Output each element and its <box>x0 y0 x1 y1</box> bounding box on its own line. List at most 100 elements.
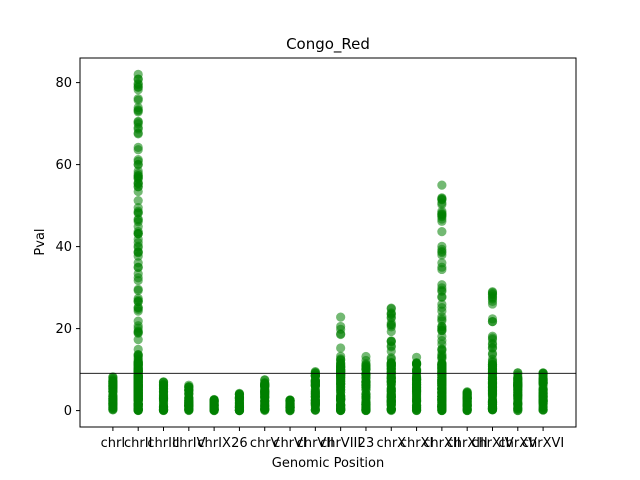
data-point <box>387 309 396 318</box>
data-point <box>437 379 446 388</box>
data-point <box>134 96 143 105</box>
data-point <box>134 229 143 238</box>
x-tick-label: 23 <box>358 436 375 451</box>
data-point <box>437 324 446 333</box>
data-point <box>311 377 320 386</box>
x-tick-label: chrI <box>101 436 126 451</box>
data-point <box>437 181 446 190</box>
data-point <box>134 406 143 415</box>
data-point <box>387 320 396 329</box>
data-point <box>361 377 370 386</box>
data-point <box>108 387 117 396</box>
data-point <box>235 389 244 398</box>
data-point <box>539 397 548 406</box>
data-point <box>437 292 446 301</box>
y-tick-label: 0 <box>64 404 72 419</box>
data-point <box>134 182 143 191</box>
data-point <box>387 401 396 410</box>
x-tick-label: chrIX <box>197 436 231 451</box>
data-point <box>134 367 143 376</box>
data-point <box>134 107 143 116</box>
data-point <box>134 276 143 285</box>
data-point <box>159 406 168 415</box>
data-point <box>488 289 497 298</box>
data-point <box>437 351 446 360</box>
data-point <box>134 155 143 164</box>
data-point <box>437 314 446 323</box>
data-point <box>387 336 396 345</box>
data-point <box>134 145 143 154</box>
data-point <box>437 283 446 292</box>
y-tick-label: 20 <box>55 322 72 337</box>
x-tick-label: chrXVI <box>522 436 564 451</box>
data-point <box>437 402 446 411</box>
x-tick-label: chrVIII <box>320 436 361 451</box>
data-point <box>210 403 219 412</box>
data-point <box>336 343 345 352</box>
data-point <box>336 391 345 400</box>
x-tick-label: 26 <box>231 436 248 451</box>
data-point <box>463 402 472 411</box>
data-point <box>260 386 269 395</box>
data-point <box>488 383 497 392</box>
data-point <box>134 119 143 128</box>
data-point <box>387 384 396 393</box>
data-point <box>513 401 522 410</box>
data-point <box>437 248 446 257</box>
data-point <box>260 375 269 384</box>
data-point <box>488 398 497 407</box>
y-tick-label: 80 <box>55 76 72 91</box>
data-point <box>437 339 446 348</box>
data-point <box>361 390 370 399</box>
data-point <box>159 391 168 400</box>
y-tick-label: 60 <box>55 158 72 173</box>
data-points <box>108 70 547 415</box>
data-point <box>311 396 320 405</box>
data-point <box>463 392 472 401</box>
data-point <box>285 401 294 410</box>
data-point <box>387 347 396 356</box>
data-point <box>184 386 193 395</box>
data-point <box>134 350 143 359</box>
data-point <box>412 405 421 414</box>
data-point <box>437 200 446 209</box>
data-point <box>387 363 396 372</box>
data-point <box>437 211 446 220</box>
y-tick-label: 40 <box>55 240 72 255</box>
data-point <box>488 317 497 326</box>
data-point <box>361 400 370 409</box>
data-point <box>260 404 269 413</box>
chart-title: Congo_Red <box>286 35 370 54</box>
data-point <box>336 400 345 409</box>
data-point <box>437 263 446 272</box>
data-point <box>134 128 143 137</box>
data-point <box>336 354 345 363</box>
data-point <box>134 248 143 257</box>
y-axis-label: Pval <box>33 228 48 255</box>
data-point <box>336 313 345 322</box>
data-point <box>134 326 143 335</box>
data-point <box>108 402 117 411</box>
data-point <box>437 307 446 316</box>
x-axis-label: Genomic Position <box>272 456 384 471</box>
data-point <box>159 381 168 390</box>
data-point <box>134 79 143 88</box>
data-point <box>134 297 143 306</box>
data-point <box>387 376 396 385</box>
data-point <box>361 360 370 369</box>
data-point <box>134 335 143 344</box>
data-point <box>412 390 421 399</box>
data-point <box>412 359 421 368</box>
data-point <box>134 207 143 216</box>
y-axis: 0 20 40 60 80 <box>55 76 80 419</box>
data-point <box>235 403 244 412</box>
data-point <box>437 227 446 236</box>
data-point <box>134 174 143 183</box>
data-point <box>513 378 522 387</box>
data-point <box>134 393 143 402</box>
plot-frame <box>80 58 576 427</box>
data-point <box>336 330 345 339</box>
data-point <box>134 285 143 294</box>
